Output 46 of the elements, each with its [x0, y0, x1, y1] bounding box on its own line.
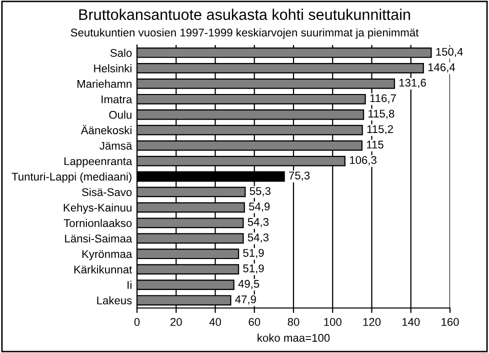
data-label: 49,5 [238, 280, 260, 290]
chart-title: Bruttokansantuote asukasta kohti seutukunnittain [79, 8, 410, 20]
y-tick-label: Lakeus [97, 296, 132, 304]
x-tick-label: 80 [288, 318, 300, 326]
data-label: 75,3 [289, 172, 310, 181]
data-label: 115,2 [367, 125, 393, 134]
y-tick-label: Kyrönmaa [82, 250, 132, 260]
data-label: 55,3 [250, 187, 270, 196]
y-tick-label: Oulu [109, 110, 132, 119]
data-label: 131,6 [399, 78, 426, 88]
y-tick-label: Kärkikunnat [74, 265, 132, 274]
x-tick-label: 60 [248, 318, 260, 326]
data-label: 54,3 [248, 233, 269, 243]
y-tick-label: Tunturi-Lappi (mediaani) [12, 172, 132, 183]
y-tick-label: Helsinki [94, 64, 132, 72]
x-tick-label: 0 [134, 318, 140, 326]
y-tick-label: Äänekoski [80, 124, 132, 134]
x-tick-label: 160 [442, 318, 459, 326]
data-label: 51,9 [243, 248, 264, 258]
y-tick-label: Ii [128, 280, 132, 289]
y-tick-label: Jämsä [100, 142, 132, 150]
data-label: 47,9 [235, 295, 256, 305]
x-tick-label: 40 [209, 318, 221, 326]
y-tick-label: Tornionlaakso [64, 218, 132, 228]
y-tick-label: Mariehamn [77, 80, 132, 88]
data-label: 51,9 [243, 264, 264, 274]
x-tick-label: 100 [324, 318, 342, 326]
x-tick-label: 20 [170, 318, 182, 326]
data-label: 54,3 [248, 218, 269, 228]
data-label: 54,9 [249, 202, 270, 212]
y-tick-label: Kehys-Kainuu [64, 203, 132, 214]
chart-subtitle: Seutukuntien vuosien 1997-1999 keskiarvojen suurimmat ja pienimmät [70, 28, 419, 39]
y-tick-label: Länsi-Saimaa [65, 234, 132, 243]
x-tick-label: 140 [402, 318, 420, 326]
data-label: 150,4 [436, 48, 463, 58]
data-label: 115 [366, 140, 384, 149]
data-label: 146,4 [428, 63, 456, 72]
x-tick-label: 120 [363, 318, 381, 326]
y-tick-label: Salo [110, 48, 132, 57]
x-axis-title: koko maa=100 [258, 334, 330, 342]
y-tick-label: Lappeenranta [64, 157, 132, 168]
data-label: 115,8 [368, 110, 394, 119]
data-label: 106,3 [350, 156, 376, 166]
y-tick-label: Imatra [102, 96, 132, 104]
y-tick-label: Sisä-Savo [82, 188, 132, 196]
data-label: 116,7 [370, 94, 396, 104]
